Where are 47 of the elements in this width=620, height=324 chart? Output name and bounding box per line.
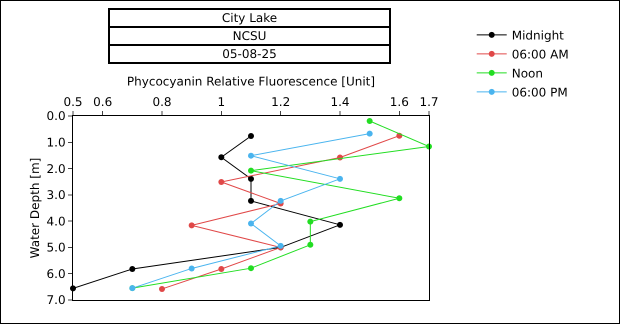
point — [248, 168, 254, 174]
point — [129, 266, 136, 272]
x-tick-label: 0.6 — [93, 95, 112, 110]
y-tick-label: 0.0 — [46, 109, 66, 124]
legend-label: Midnight — [512, 28, 564, 42]
point — [396, 195, 402, 202]
x-tick-label: 1.2 — [271, 95, 290, 110]
point — [337, 222, 343, 228]
point — [248, 220, 254, 227]
point — [188, 222, 195, 228]
point — [248, 152, 254, 159]
point — [366, 118, 373, 124]
x-tick-label: 1.6 — [390, 95, 409, 110]
x-axis-title: Phycocyanin Relative Fluorescence [Unit] — [126, 74, 376, 88]
y-tick-label: 3.0 — [46, 188, 66, 202]
x-tick-label: 0.8 — [152, 95, 172, 110]
y-tick-label: 5.0 — [46, 240, 66, 255]
point — [307, 218, 314, 225]
point — [248, 176, 254, 182]
x-tick-label: 0.5 — [63, 95, 83, 110]
x-tick-label: 1.7 — [419, 95, 439, 110]
point — [278, 198, 284, 204]
point — [248, 132, 254, 139]
point — [218, 154, 224, 160]
y-tick-label: 1.0 — [46, 135, 66, 150]
point — [188, 265, 195, 272]
y-tick-label: 2.0 — [46, 162, 66, 176]
legend-label: 06:00 PM — [512, 86, 568, 100]
point — [337, 176, 343, 182]
legend-label: 06:00 AM — [512, 48, 569, 62]
x-tick-label: 1.4 — [330, 95, 350, 110]
legend-label: Noon — [512, 66, 543, 80]
x-tick-label: 1 — [218, 95, 226, 110]
point — [307, 242, 314, 248]
y-tick-label: 6.0 — [46, 266, 66, 281]
point — [248, 198, 254, 204]
y-tick-label: 7.0 — [46, 293, 66, 308]
chart-subtitle: NCSU — [108, 26, 391, 46]
point — [218, 266, 224, 272]
y-tick-label: 4.0 — [46, 214, 66, 228]
point — [159, 286, 165, 292]
point — [366, 130, 373, 137]
text: 05-08-25 — [108, 44, 391, 64]
y-axis-title: Water Depth [m] — [28, 158, 42, 258]
point — [248, 265, 254, 272]
point — [218, 178, 224, 185]
chart-title: City Lake — [108, 8, 391, 28]
